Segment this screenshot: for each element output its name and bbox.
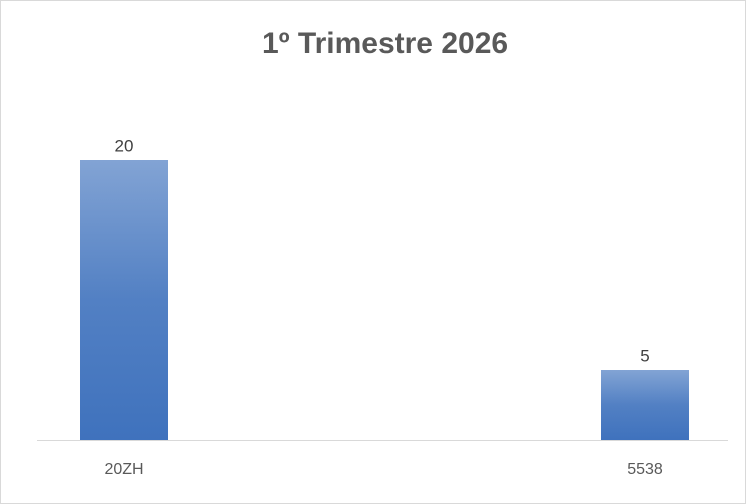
x-tick-label: 5538 — [627, 461, 663, 478]
x-tick-label: 20ZH — [104, 461, 143, 478]
data-label: 5 — [640, 346, 649, 365]
bar — [80, 160, 168, 440]
chart-title: 1º Trimestre 2026 — [262, 27, 508, 60]
data-label: 20 — [115, 136, 134, 155]
bar — [601, 370, 689, 440]
